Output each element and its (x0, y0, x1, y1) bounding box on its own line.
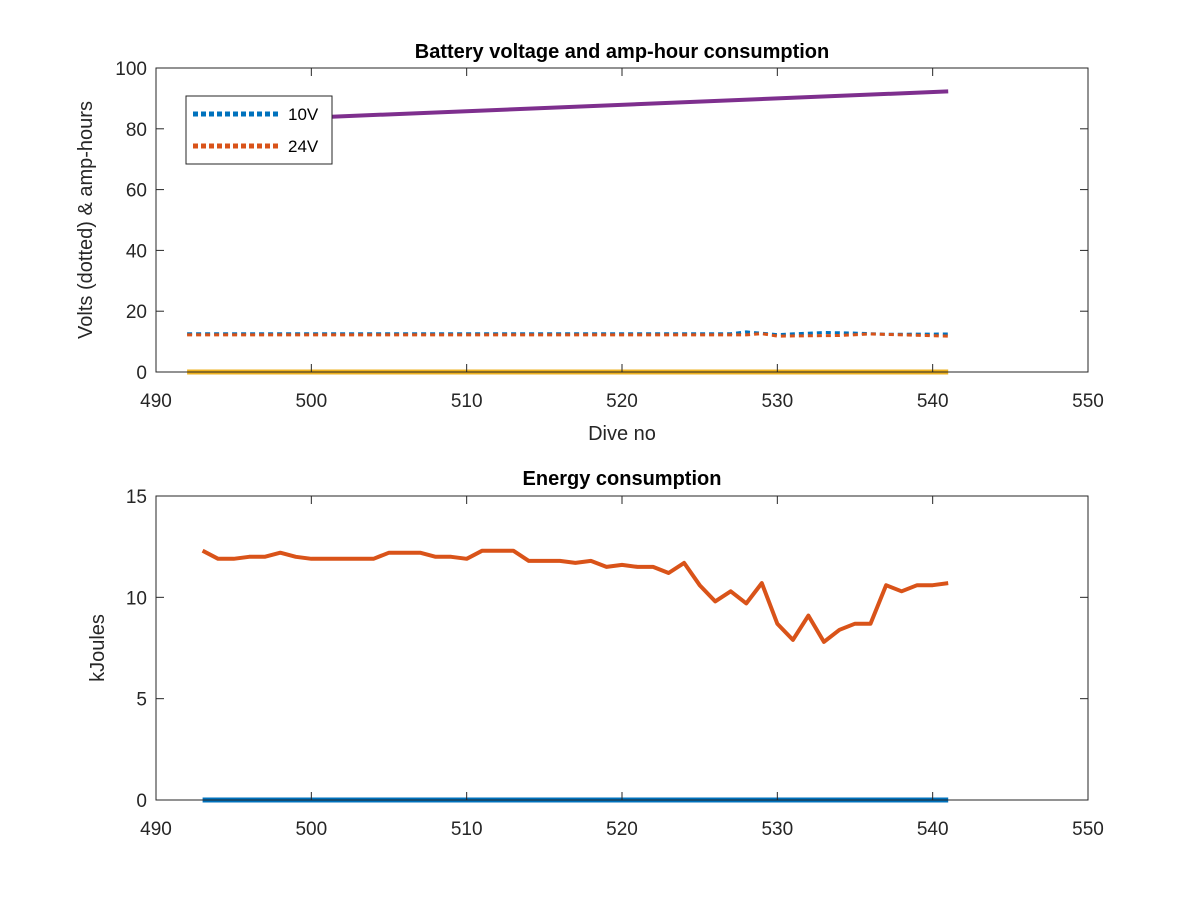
x-tick-label: 510 (451, 819, 483, 840)
x-tick-label: 550 (1072, 391, 1104, 412)
y-tick-label: 5 (136, 690, 147, 711)
legend-label-10v: 10V (288, 105, 319, 124)
energy-plot-area (156, 496, 1088, 800)
voltage-y-axis-label: Volts (dotted) & amp-hours (75, 101, 97, 339)
chart0-series-1-line (187, 332, 949, 338)
legend-label-24v: 24V (288, 137, 319, 156)
x-tick-label: 540 (917, 391, 949, 412)
x-tick-label: 540 (917, 819, 949, 840)
x-tick-label: 520 (606, 391, 638, 412)
y-tick-label: 15 (126, 487, 147, 508)
energy-y-axis-label: kJoules (87, 614, 109, 682)
x-tick-label: 530 (761, 391, 793, 412)
x-tick-label: 530 (761, 819, 793, 840)
x-tick-label: 490 (140, 819, 172, 840)
x-tick-label: 520 (606, 819, 638, 840)
y-tick-label: 100 (115, 59, 147, 80)
chart1-series-1-line (201, 548, 949, 644)
y-tick-label: 20 (126, 302, 147, 323)
y-tick-label: 10 (126, 588, 147, 609)
y-tick-label: 80 (126, 120, 147, 141)
voltage-ticks: 490 500 510 520 530 540 550 0 20 40 60 80 100 (115, 59, 1104, 412)
voltage-chart-title: Battery voltage and amp-hour consumption (415, 41, 829, 63)
y-tick-label: 0 (136, 791, 147, 812)
legend-box (185, 95, 333, 165)
x-tick-label: 490 (140, 391, 172, 412)
voltage-legend: 10V 24V (185, 95, 333, 165)
y-tick-label: 0 (136, 363, 147, 384)
x-tick-label: 550 (1072, 819, 1104, 840)
voltage-chart: 490 500 510 520 530 540 550 0 20 40 60 80 100 Batter… (75, 41, 1104, 445)
energy-chart-title: Energy consumption (523, 468, 722, 490)
x-tick-label: 500 (295, 819, 327, 840)
x-tick-label: 510 (451, 391, 483, 412)
voltage-x-axis-label: Dive no (588, 423, 656, 445)
x-tick-label: 500 (295, 391, 327, 412)
y-tick-label: 60 (126, 181, 147, 202)
y-tick-label: 40 (126, 241, 147, 262)
